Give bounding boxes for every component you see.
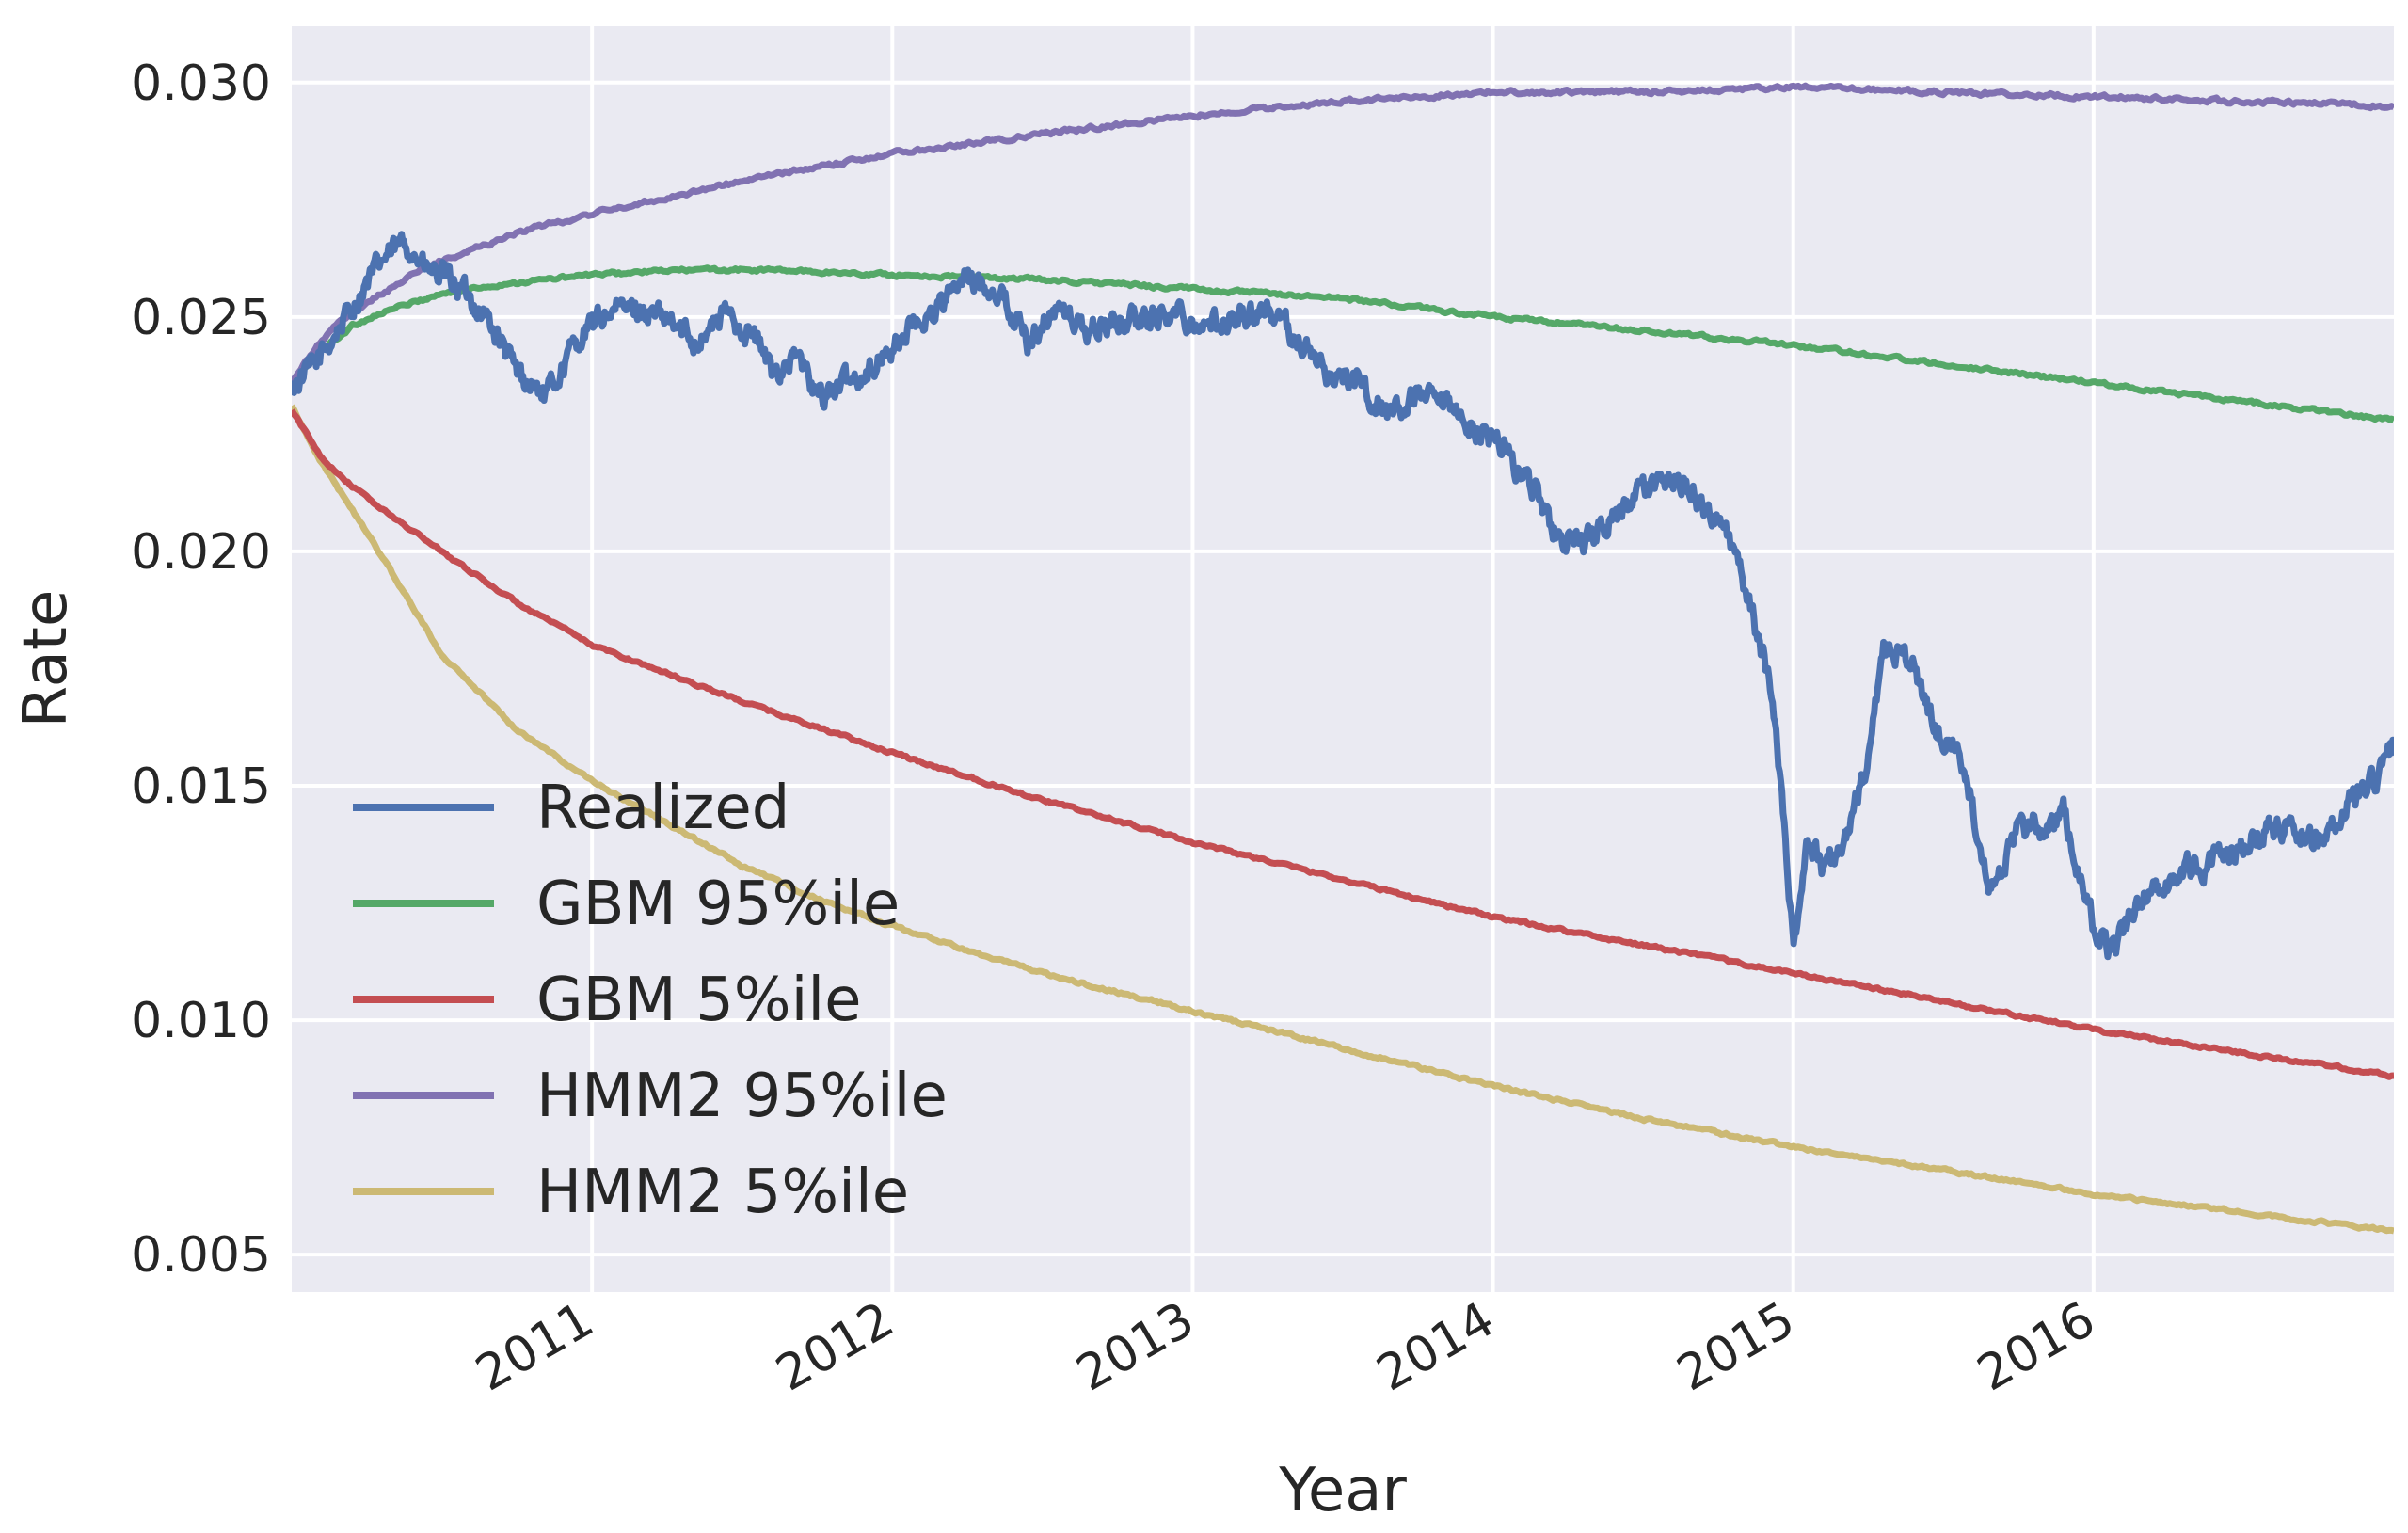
series-layer xyxy=(292,82,2394,1235)
x-axis-title: Year xyxy=(1278,1456,1407,1525)
y-tick-label: 0.015 xyxy=(131,759,271,815)
y-tick-labels: 0.005 0.010 0.015 0.020 0.025 0.030 xyxy=(131,56,271,1284)
y-tick-label: 0.025 xyxy=(131,290,271,346)
series-line-realized xyxy=(292,231,2394,961)
legend-label: GBM 5%ile xyxy=(536,966,862,1035)
series-line-hmm2-95-ile xyxy=(292,82,2394,385)
series-line-gbm-95-ile xyxy=(292,264,2394,423)
series-line-gbm-5-ile xyxy=(292,408,2394,1080)
legend: Realized GBM 95%ile GBM 5%ile HMM2 95%ile HM… xyxy=(353,774,948,1227)
y-axis-title: Rate xyxy=(11,590,81,728)
x-tick-label: 2012 xyxy=(767,1291,903,1402)
legend-label: HMM2 5%ile xyxy=(536,1158,909,1227)
x-tick-label: 2014 xyxy=(1367,1291,1504,1402)
legend-label: GBM 95%ile xyxy=(536,870,900,939)
y-tick-label: 0.005 xyxy=(131,1227,271,1284)
x-tick-labels: 2011 2012 2013 2014 2015 2016 xyxy=(467,1291,2104,1402)
y-tick-label: 0.030 xyxy=(131,56,271,112)
x-tick-label: 2016 xyxy=(1969,1291,2105,1402)
x-tick-label: 2015 xyxy=(1668,1291,1805,1402)
y-tick-label: 0.010 xyxy=(131,993,271,1049)
y-tick-label: 0.020 xyxy=(131,524,271,581)
legend-label: Realized xyxy=(536,774,789,843)
legend-label: HMM2 95%ile xyxy=(536,1062,948,1131)
x-tick-label: 2013 xyxy=(1067,1291,1204,1402)
x-tick-label: 2011 xyxy=(467,1291,603,1402)
series-line-hmm2-5-ile xyxy=(292,404,2394,1235)
plot-background xyxy=(292,26,2394,1292)
